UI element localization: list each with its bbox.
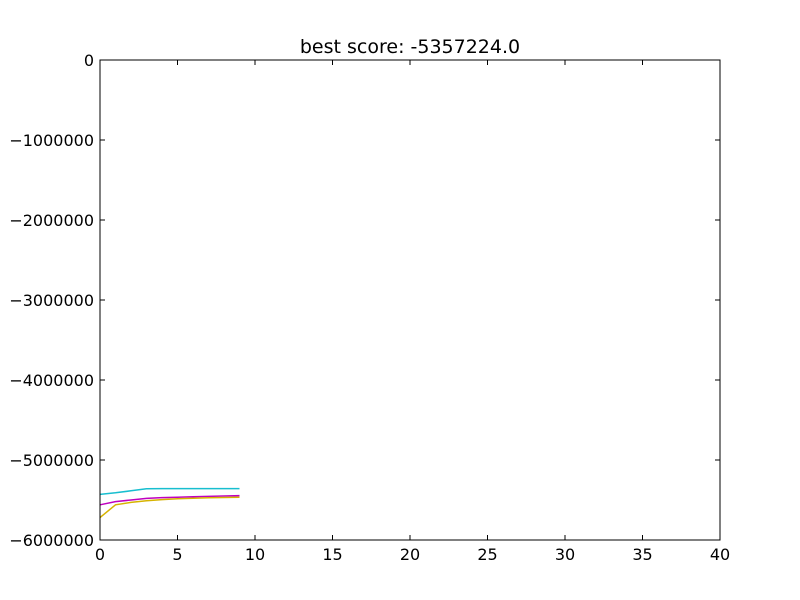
- y-tick-label: −1000000: [9, 131, 94, 150]
- series-line-mean: [99, 494, 240, 506]
- y-tick-label: −4000000: [9, 371, 94, 390]
- tick-layer: 0 5 10 15 20 25 30 35 40 0 −1000000 −2000000 −300000…: [9, 51, 730, 564]
- x-tick-label: 25: [477, 545, 497, 564]
- x-tick-label: 35: [632, 545, 652, 564]
- x-tick-label: 20: [400, 545, 420, 564]
- x-tick-label: 15: [322, 545, 342, 564]
- x-tick-label: 0: [95, 545, 105, 564]
- plot-frame: [99, 59, 721, 541]
- series-layer: [99, 487, 240, 519]
- x-tick-label: 5: [172, 545, 182, 564]
- series-line-best: [99, 487, 240, 496]
- y-tick-label: 0: [84, 51, 94, 70]
- chart-title: best score: -5357224.0: [300, 36, 520, 58]
- y-tick-label: −3000000: [9, 291, 94, 310]
- y-tick-label: −6000000: [9, 531, 94, 550]
- x-tick-label: 30: [555, 545, 575, 564]
- x-tick-label: 10: [245, 545, 265, 564]
- x-tick-label: 40: [710, 545, 730, 564]
- y-tick-label: −5000000: [9, 451, 94, 470]
- series-line-worst: [99, 496, 240, 519]
- y-tick-label: −2000000: [9, 211, 94, 230]
